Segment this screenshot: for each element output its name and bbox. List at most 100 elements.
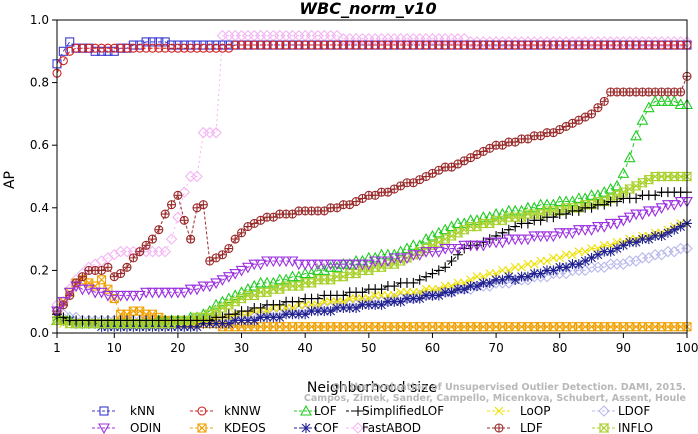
data-point-odin xyxy=(649,206,662,218)
data-point-knnw xyxy=(103,43,113,53)
data-point-odin xyxy=(210,278,223,290)
x-tick-label: 50 xyxy=(361,341,376,355)
data-point-cof xyxy=(491,274,502,285)
data-point-cof xyxy=(312,306,323,317)
x-tick-label: 10 xyxy=(107,341,122,355)
data-point-odin xyxy=(534,231,547,243)
data-point-knnw xyxy=(606,40,616,50)
data-point-ldf xyxy=(122,262,132,272)
data-point-cof xyxy=(643,234,654,245)
data-point-cof xyxy=(230,315,241,326)
data-point-knnw xyxy=(478,40,488,50)
data-point-simplifiedlof xyxy=(230,309,241,320)
data-point-lof xyxy=(254,276,267,288)
data-point-lof xyxy=(611,179,623,191)
data-point-cof xyxy=(293,309,304,320)
data-point-lof xyxy=(521,201,534,213)
data-point-simplifiedlof xyxy=(452,249,463,260)
data-point-simplifiedlof xyxy=(58,312,69,323)
y-tick-label: 0.2 xyxy=(30,263,49,277)
data-point-simplifiedlof xyxy=(389,281,400,292)
data-point-simplifiedlof xyxy=(440,262,451,273)
x-tick-label: 70 xyxy=(488,341,503,355)
data-point-cof xyxy=(223,318,234,329)
data-point-knnw xyxy=(504,40,514,50)
data-point-lof xyxy=(407,239,420,250)
plot-frame xyxy=(56,19,688,334)
data-point-knnw xyxy=(631,40,641,50)
data-point-odin xyxy=(509,234,522,246)
data-point-simplifiedlof xyxy=(586,202,597,213)
data-point-knnw xyxy=(580,40,590,50)
data-point-ldf xyxy=(472,150,482,160)
data-point-knnw xyxy=(268,40,278,50)
data-point-knnw xyxy=(370,40,380,50)
data-point-knn xyxy=(141,37,151,47)
data-point-cof xyxy=(535,268,546,279)
data-point-cof xyxy=(516,271,527,282)
data-point-simplifiedlof xyxy=(631,193,642,204)
data-point-cof xyxy=(255,312,266,323)
x-tick-label: 100 xyxy=(676,341,698,355)
data-point-loop xyxy=(542,256,552,266)
data-point-cof xyxy=(662,227,673,238)
data-point-lof xyxy=(477,211,490,222)
data-point-odin xyxy=(171,287,184,299)
data-point-cof xyxy=(497,274,508,285)
data-point-cof xyxy=(675,221,686,232)
data-point-simplifiedlof xyxy=(408,277,419,288)
data-point-odin xyxy=(191,284,203,296)
data-point-cof xyxy=(122,321,132,332)
data-point-odin xyxy=(591,222,604,233)
data-point-odin xyxy=(63,287,76,299)
x-tick-label: 80 xyxy=(552,341,567,355)
data-point-knnw xyxy=(262,40,272,50)
data-point-knn xyxy=(58,46,68,56)
data-point-cof xyxy=(522,271,533,282)
data-point-odin xyxy=(521,234,534,246)
data-point-knnw xyxy=(644,40,654,50)
data-point-cof xyxy=(389,296,400,307)
data-point-odin xyxy=(490,237,503,249)
data-point-simplifiedlof xyxy=(599,199,610,210)
data-point-odin xyxy=(248,259,261,271)
x-tick-label: 60 xyxy=(425,341,440,355)
data-point-simplifiedlof xyxy=(427,268,438,279)
data-point-simplifiedlof xyxy=(491,230,502,241)
data-point-odin xyxy=(604,218,617,230)
data-point-lof xyxy=(636,114,649,125)
data-point-odin xyxy=(350,259,363,271)
data-point-cof xyxy=(268,312,279,323)
data-point-odin xyxy=(623,212,636,224)
data-point-odin xyxy=(483,237,496,249)
legend-item-knn: kNN xyxy=(92,404,155,418)
data-point-cof xyxy=(262,312,272,323)
data-point-knnw xyxy=(656,40,667,50)
data-point-knnw xyxy=(77,43,88,53)
series-line-inflo xyxy=(57,176,687,325)
data-point-loop xyxy=(536,256,546,266)
data-point-fastabod xyxy=(178,186,191,198)
data-point-knnw xyxy=(676,40,686,50)
data-point-cof xyxy=(338,302,349,313)
series-simplifiedlof xyxy=(52,187,692,326)
legend-label: ODIN xyxy=(130,421,161,434)
data-point-knnw xyxy=(389,40,399,50)
data-point-odin xyxy=(432,247,445,258)
data-point-odin xyxy=(203,281,216,293)
data-point-knn xyxy=(160,37,170,47)
data-point-cof xyxy=(172,321,183,332)
legend-swatch-marker xyxy=(494,423,504,433)
data-point-odin xyxy=(674,196,687,208)
data-point-cof xyxy=(115,321,126,332)
data-point-knnw xyxy=(364,40,374,50)
data-point-cof xyxy=(319,306,330,317)
legend-label: SimplifiedLOF xyxy=(362,404,444,418)
data-point-cof xyxy=(433,290,444,301)
data-point-knnw xyxy=(166,43,177,53)
data-point-loop xyxy=(568,250,577,260)
data-point-odin xyxy=(420,247,433,258)
series-inflo xyxy=(52,171,692,329)
data-point-cof xyxy=(370,299,381,310)
data-point-odin xyxy=(617,215,630,227)
